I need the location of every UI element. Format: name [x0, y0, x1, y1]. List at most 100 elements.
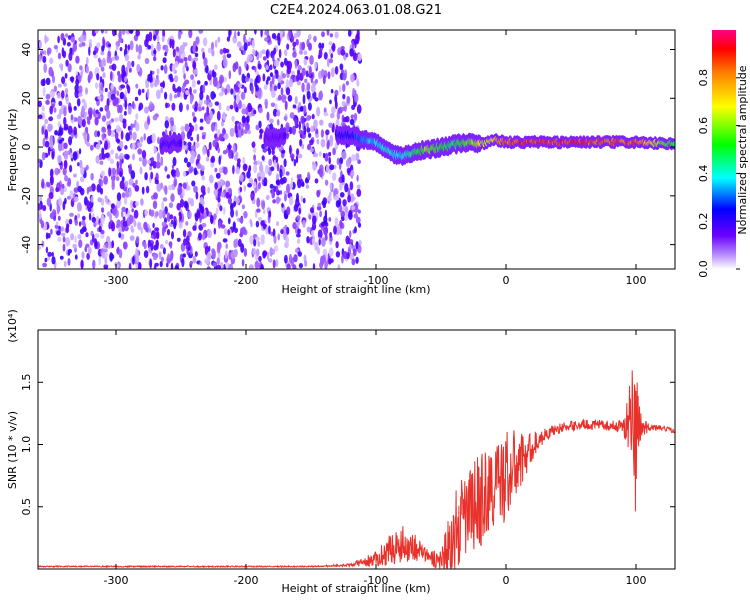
spectrogram-cell	[76, 202, 82, 212]
spectrogram-cell	[263, 84, 268, 90]
spectrogram-frame	[37, 29, 676, 270]
spectrogram-cell	[289, 153, 295, 159]
spectrogram-cell	[131, 208, 134, 213]
spectrogram-cell	[123, 110, 127, 116]
spectrogram-cell	[101, 147, 105, 156]
spectrogram-cell	[108, 120, 112, 125]
spectrogram-cell	[234, 61, 239, 70]
spectrogram-cell	[289, 144, 292, 155]
spectrogram-cell	[292, 264, 297, 269]
spectrogram-cell	[161, 226, 165, 237]
spectrogram-cell	[128, 178, 134, 186]
spectrogram-cell	[215, 172, 221, 179]
spectrogram-cell	[150, 243, 154, 251]
spectrogram-cell	[65, 59, 69, 67]
spectrogram-cell	[143, 250, 149, 259]
spectrogram-cell	[232, 221, 236, 230]
spectrogram-cell	[209, 110, 213, 121]
spectrogram-cell	[297, 65, 302, 71]
spectrogram-cell	[173, 177, 178, 188]
spectrogram-cell	[162, 57, 167, 64]
spectrogram-cell	[147, 105, 152, 111]
spectrogram-cell	[57, 92, 61, 99]
spectrogram-xtick-label: -300	[104, 274, 129, 287]
spectrogram-cell	[141, 150, 147, 159]
spectrogram-cell	[176, 237, 181, 242]
spectrogram-cell	[63, 260, 67, 268]
spectrogram-cell	[110, 158, 114, 164]
spectrogram-cell	[306, 226, 311, 233]
spectrogram-cell	[139, 166, 143, 175]
spectrogram-cell	[162, 197, 168, 202]
spectrogram-cell	[298, 121, 301, 130]
spectrogram-cell	[328, 41, 333, 46]
spectrogram-cell	[264, 164, 269, 175]
spectrogram-cell	[298, 49, 304, 55]
spectrogram-cell	[150, 171, 154, 180]
spectrogram-cell	[81, 251, 85, 259]
spectrogram-cell	[275, 185, 279, 194]
spectrogram-ytick-label: -20	[20, 187, 33, 205]
spectrogram-cell	[281, 202, 284, 208]
spectrogram-cell	[104, 30, 108, 34]
spectrogram-cell	[152, 114, 158, 121]
spectrogram-cell	[279, 190, 283, 195]
spectrogram-cell	[179, 44, 185, 55]
spectrogram-cell	[311, 113, 315, 120]
spectrogram-cell	[68, 106, 73, 114]
spectrogram-cell	[106, 55, 110, 64]
spectrogram-cell	[214, 182, 218, 190]
spectrogram-cell	[146, 159, 152, 165]
spectrogram-cell	[44, 118, 49, 125]
spectrogram-cell	[296, 215, 301, 221]
spectrogram-cell	[155, 30, 159, 36]
spectrogram-cell	[73, 126, 77, 136]
spectrogram-cell	[297, 69, 301, 76]
spectrogram-cell	[134, 96, 139, 102]
spectrogram-cell	[169, 38, 172, 49]
spectrogram-cell	[255, 124, 260, 131]
spectrogram-cell	[275, 156, 279, 164]
spectrogram-cell	[44, 257, 48, 263]
spectrogram-xlabel: Height of straight line (km)	[281, 283, 430, 296]
spectrogram-cell	[303, 58, 308, 66]
spectrogram-cell	[159, 244, 164, 249]
spectrogram-cell	[189, 95, 193, 105]
spectrogram-cell	[57, 52, 62, 60]
spectrogram-cell	[101, 207, 104, 213]
spectrogram-cell	[65, 33, 69, 38]
spectrogram-cell	[136, 63, 141, 73]
spectrogram-cell	[58, 155, 62, 164]
spectrogram-cell	[270, 166, 275, 172]
spectrogram-cell	[330, 89, 334, 94]
spectrogram-cell	[77, 213, 80, 219]
spectrogram-cell	[169, 253, 173, 262]
snr-marks	[38, 370, 675, 569]
spectrogram-cell	[217, 196, 221, 203]
spectrogram-cell	[284, 254, 288, 264]
spectrogram-cell	[296, 30, 301, 38]
spectrogram-cell	[138, 262, 142, 269]
spectrogram-cell	[201, 135, 206, 140]
spectrogram-cell	[266, 76, 271, 81]
spectrogram-cell	[89, 144, 94, 151]
spectrogram-cell	[328, 58, 333, 64]
spectrogram-cell	[248, 264, 254, 269]
spectrogram-cell	[60, 227, 64, 232]
spectrogram-cell	[152, 222, 155, 229]
spectrogram-cell	[329, 99, 332, 105]
spectrogram-cell	[200, 214, 205, 220]
spectrogram-cell	[259, 128, 263, 139]
spectrogram-cell	[38, 40, 42, 49]
spectrogram-cell	[45, 93, 51, 100]
spectrogram-cell	[332, 147, 336, 156]
spectrogram-cell	[266, 111, 270, 121]
spectrogram-cell	[270, 102, 276, 108]
spectrogram-cell	[135, 83, 139, 89]
spectrogram-cell	[345, 80, 350, 86]
spectrogram-cell	[172, 124, 177, 133]
spectrogram-cell	[354, 207, 359, 213]
spectrogram-cell	[217, 36, 221, 43]
spectrogram-cell	[190, 260, 193, 265]
spectrogram-cell	[95, 215, 100, 226]
